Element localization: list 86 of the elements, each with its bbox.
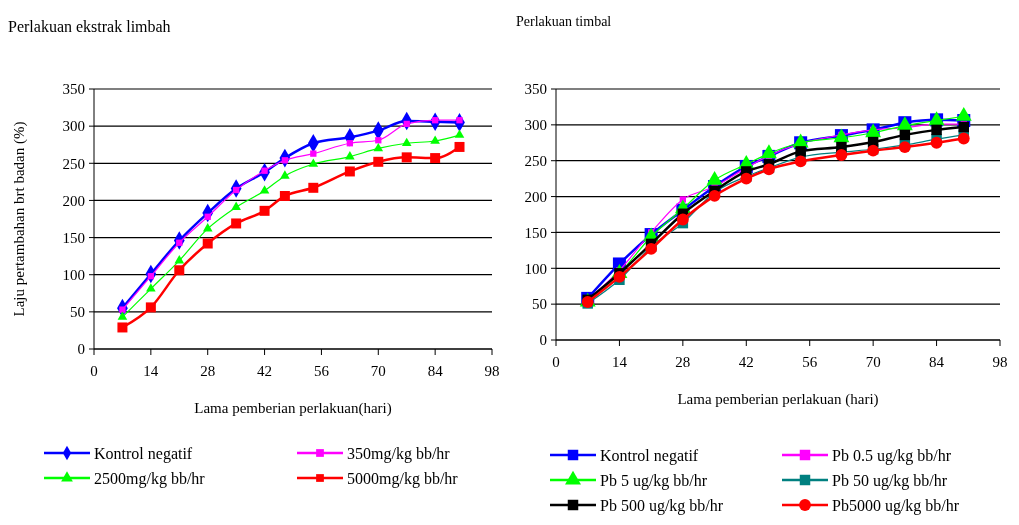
point — [259, 205, 270, 216]
point — [375, 137, 382, 144]
point — [373, 156, 384, 167]
y-tick-label: 50 — [532, 296, 547, 313]
y-tick-label: 200 — [62, 192, 85, 209]
point — [957, 132, 970, 145]
x-tick-label: 70 — [370, 363, 386, 379]
x-tick-label: 28 — [675, 354, 691, 370]
point — [430, 135, 440, 144]
point — [174, 265, 185, 276]
legend-label: Kontrol negatif — [600, 446, 699, 465]
point — [613, 270, 626, 283]
point — [931, 124, 942, 136]
x-axis-title: Lama pemberian perlakuan(hari) — [194, 400, 392, 417]
y-tick-label: 50 — [70, 304, 85, 321]
legend-label: 5000mg/kg bb/hr — [347, 469, 459, 488]
y-tick-label: 350 — [524, 81, 547, 98]
point — [174, 255, 185, 264]
point — [145, 302, 156, 313]
point — [117, 322, 128, 333]
x-tick-label: 70 — [865, 354, 881, 370]
y-tick-label: 100 — [62, 266, 85, 283]
x-tick-label: 84 — [929, 354, 945, 370]
point — [259, 185, 270, 194]
y-tick-label: 100 — [524, 260, 547, 277]
x-tick-label: 84 — [427, 363, 444, 379]
legend-label: 350mg/kg bb/hr — [347, 444, 451, 463]
point — [202, 238, 213, 249]
point — [280, 170, 290, 179]
y-tick-label: 300 — [62, 118, 85, 135]
point — [345, 151, 355, 160]
point — [231, 201, 241, 210]
x-tick-label: 42 — [738, 354, 754, 370]
point — [454, 129, 465, 138]
point — [344, 166, 355, 177]
y-tick-label: 150 — [524, 224, 547, 241]
y-tick-label: 350 — [62, 81, 85, 98]
x-tick-label: 98 — [992, 354, 1008, 370]
point — [430, 153, 441, 164]
point — [401, 137, 412, 146]
x-tick-label: 0 — [90, 363, 98, 379]
y-tick-label: 150 — [62, 229, 85, 246]
point — [308, 182, 319, 193]
point — [795, 146, 806, 157]
legend-label: Kontrol negatif — [94, 444, 193, 463]
point — [899, 129, 911, 141]
x-tick-label: 56 — [313, 363, 330, 379]
x-tick-label: 14 — [611, 354, 628, 370]
x-tick-label: 28 — [200, 363, 216, 379]
point — [231, 218, 242, 229]
point — [958, 121, 969, 133]
point — [117, 311, 128, 320]
x-tick-label: 0 — [552, 354, 560, 370]
legend-label: Pb 50 ug/kg bb/hr — [832, 471, 948, 490]
point — [310, 150, 317, 157]
y-tick-label: 0 — [77, 341, 85, 358]
chart-title: Perlakuan timbal — [516, 14, 612, 29]
y-tick-label: 250 — [524, 152, 547, 169]
y-tick-label: 300 — [524, 117, 547, 134]
x-tick-label: 56 — [802, 354, 818, 370]
point — [146, 283, 156, 292]
point — [930, 136, 943, 149]
legend-label: Pb 500 ug/kg bb/hr — [600, 496, 724, 515]
legend-label: Pb 5 ug/kg bb/hr — [600, 471, 708, 490]
legend-label: Pb 0.5 ug/kg bb/hr — [832, 446, 952, 465]
x-axis-title: Lama pemberian perlakuan (hari) — [677, 391, 879, 408]
legend-label: Pb5000 ug/kg bb/hr — [832, 496, 960, 515]
point — [202, 223, 213, 232]
point — [279, 190, 290, 201]
point — [676, 213, 689, 226]
point — [708, 189, 721, 202]
point — [308, 158, 319, 167]
point — [346, 140, 354, 147]
y-tick-label: 0 — [539, 332, 547, 349]
chart-title: Perlakuan ekstrak limbah — [8, 18, 171, 35]
y-tick-label: 250 — [62, 155, 85, 172]
x-tick-label: 14 — [143, 363, 159, 379]
legend-label: 2500mg/kg bb/hr — [94, 469, 206, 488]
point — [794, 155, 807, 168]
y-tick-label: 200 — [524, 188, 547, 205]
point — [454, 141, 465, 152]
point — [373, 142, 384, 152]
x-tick-label: 98 — [484, 363, 500, 379]
point — [401, 152, 412, 163]
y-axis-title: Laju pertambahan brt badan (%) — [11, 121, 28, 317]
x-tick-label: 42 — [257, 363, 273, 379]
